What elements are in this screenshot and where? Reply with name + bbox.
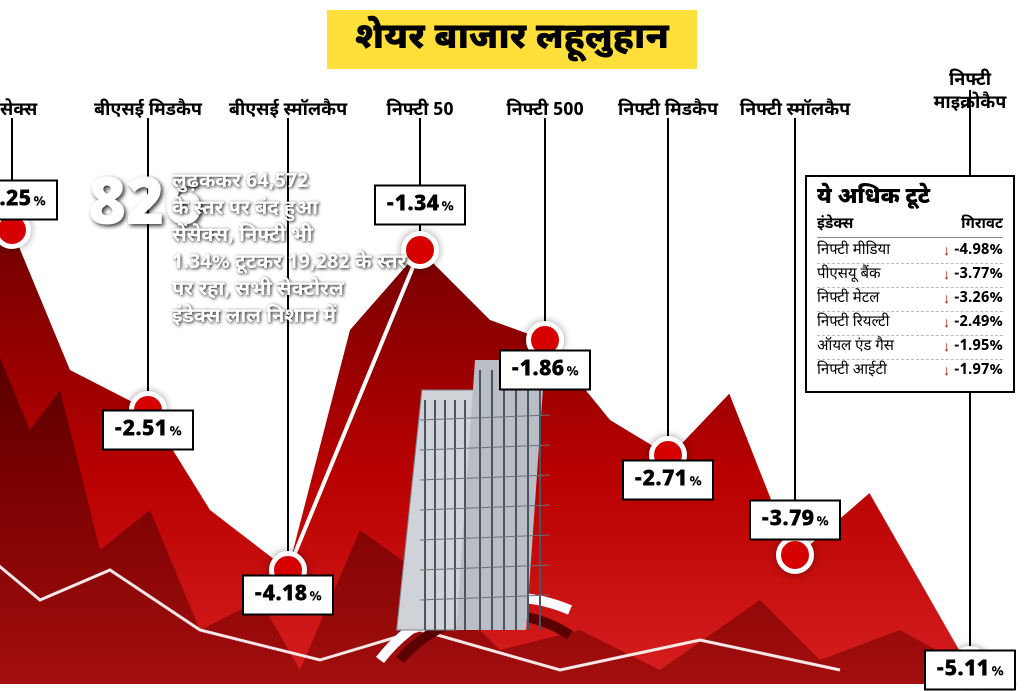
loser-name: निफ्टी मीडिया	[817, 242, 939, 261]
col-fall: गिरावट	[961, 216, 1003, 235]
loser-pct: -3.26%	[954, 290, 1003, 309]
table-row: निफ्टी मीडिया↓-4.98%	[817, 240, 1003, 264]
headline-banner: शेयर बाजार लहूलुहान	[327, 10, 697, 69]
down-arrow-icon: ↓	[943, 242, 950, 261]
leader-line	[667, 118, 669, 455]
bse-building-icon	[370, 360, 580, 670]
loser-pct: -4.98%	[954, 242, 1003, 261]
down-arrow-icon: ↓	[943, 290, 950, 309]
pct-badge: -1.86%	[499, 350, 591, 391]
top-losers-title: ये अधिक टूटे	[817, 183, 1003, 212]
pct-badge: -3.79%	[749, 500, 841, 541]
table-row: पीएसयू बैंक↓-3.77%	[817, 264, 1003, 288]
leader-line	[147, 118, 149, 410]
loser-name: ऑयल एंड गैस	[817, 338, 939, 357]
leader-line	[794, 118, 796, 555]
index-label: निफ्टी 500	[506, 100, 583, 123]
pct-badge: -4.18%	[242, 575, 334, 616]
down-arrow-icon: ↓	[943, 338, 950, 357]
index-label: निफ्टी स्मॉलकैप	[740, 100, 850, 123]
loser-name: पीएसयू बैंक	[817, 266, 939, 285]
loser-pct: -1.97%	[954, 362, 1003, 381]
loser-name: निफ्टी रियल्टी	[817, 314, 939, 333]
loser-name: निफ्टी आईटी	[817, 362, 939, 381]
table-row: निफ्टी रियल्टी↓-2.49%	[817, 312, 1003, 336]
down-arrow-icon: ↓	[943, 314, 950, 333]
loser-name: निफ्टी मेटल	[817, 290, 939, 309]
pct-badge: -2.71%	[622, 460, 714, 501]
index-label: बीएसई मिडकैप	[94, 100, 202, 123]
index-label: बीएसई स्मॉलकैप	[229, 100, 347, 123]
table-row: निफ्टी मेटल↓-3.26%	[817, 288, 1003, 312]
table-row: निफ्टी आईटी↓-1.97%	[817, 360, 1003, 383]
down-arrow-icon: ↓	[943, 362, 950, 381]
loser-pct: -2.49%	[954, 314, 1003, 333]
index-label: निफ्टी मिडकैप	[618, 100, 718, 123]
col-index: इंडेक्स	[817, 216, 853, 235]
loser-pct: -1.95%	[954, 338, 1003, 357]
leader-line	[544, 118, 546, 340]
index-label: निफ्टी माइक्रोकैप	[925, 70, 1015, 116]
pct-badge: -1.34%	[374, 185, 466, 226]
index-label: निफ्टी 50	[386, 100, 453, 123]
pct-badge: -5.11%	[924, 650, 1016, 691]
loser-pct: -3.77%	[954, 266, 1003, 285]
pct-badge: -2.51%	[102, 410, 194, 451]
pct-badge: -1.25%	[0, 180, 58, 221]
top-losers-table: ये अधिक टूटे इंडेक्स गिरावट निफ्टी मीडिय…	[805, 175, 1015, 393]
data-marker	[776, 536, 814, 574]
down-arrow-icon: ↓	[943, 266, 950, 285]
index-label: सेंसेक्स	[0, 100, 37, 123]
table-row: ऑयल एंड गैस↓-1.95%	[817, 336, 1003, 360]
